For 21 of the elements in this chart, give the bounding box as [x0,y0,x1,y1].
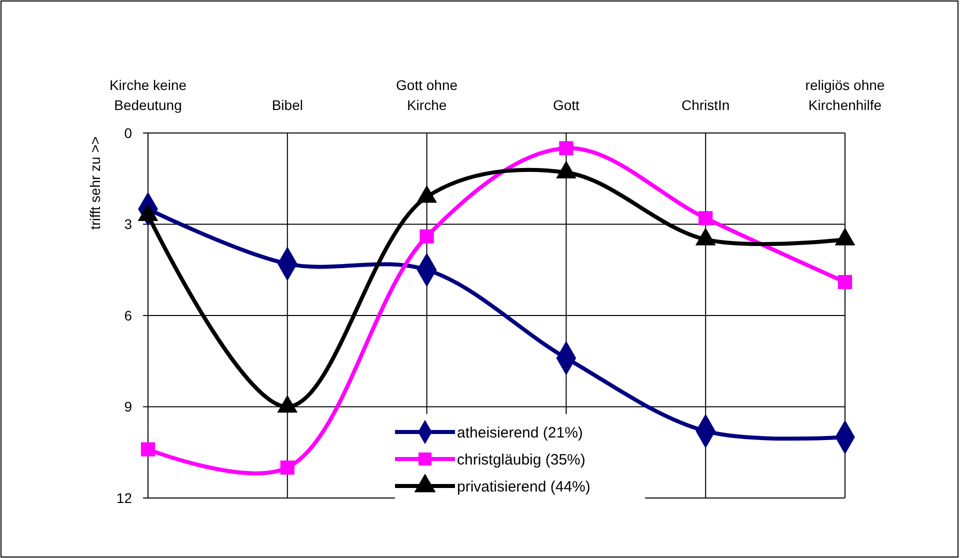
x-tick-label: Gott [552,97,580,113]
x-tick-label: Gott ohne Kirche [396,77,458,113]
point [698,211,713,226]
y-axis-title: trifft sehr zu >> [87,136,103,230]
point [420,229,434,244]
y-tick-label: 3 [124,216,132,232]
point [559,141,574,156]
y-tick-label: 6 [124,307,132,324]
point [280,460,294,475]
legend-label: privatisierend (44%) [457,478,590,496]
x-tick-label: religiös ohne Kirchenhilfe [805,77,885,113]
point [140,442,156,456]
y-tick-label: 0 [124,124,132,141]
legend-label: atheisierend (21%) [457,424,583,442]
point [838,274,852,290]
legend-label: christgläubig (35%) [457,451,586,468]
y-tick-label: 12 [116,490,132,506]
y-tick-label: 9 [124,398,132,415]
x-tick-label: ChristIn [681,97,730,113]
x-tick-label: Bibel [272,97,303,113]
x-tick-label: Kirche keine Bedeutung [109,77,187,113]
